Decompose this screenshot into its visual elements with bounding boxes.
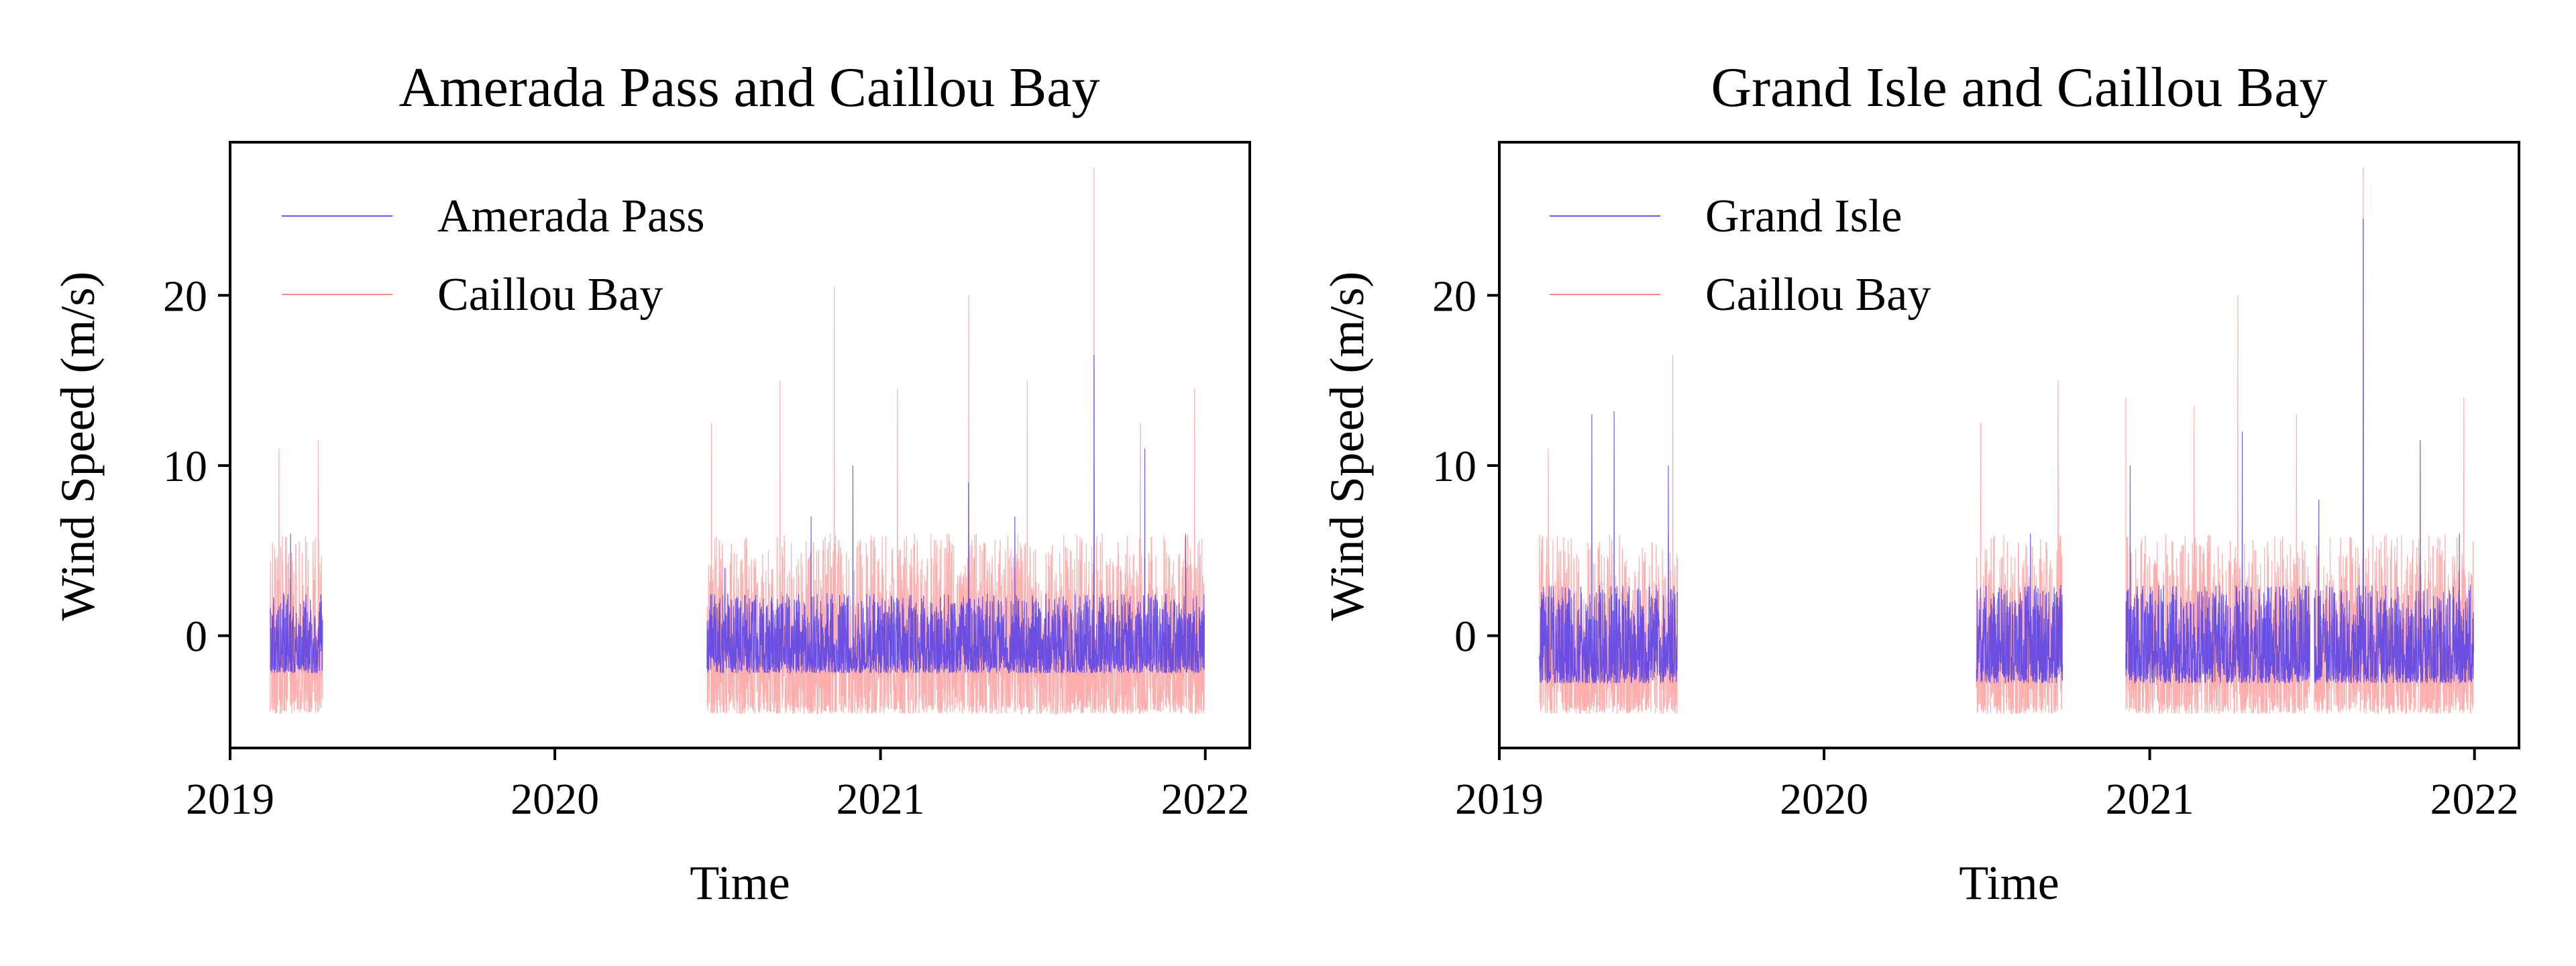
- chart-title: Amerada Pass and Caillou Bay: [398, 56, 1099, 119]
- y-tick-label: 20: [163, 272, 207, 321]
- y-axis-label: Wind Speed (m/s): [1320, 271, 1374, 621]
- x-tick-label: 2022: [2430, 775, 2519, 824]
- y-axis-label: Wind Speed (m/s): [51, 271, 105, 621]
- plot-area: 2019 2020 2021 2022 0 10 20 Amerada Pass Caillou…: [163, 167, 1250, 824]
- plot-area: 2019 2020 2021 2022 0 10 20 Grand Isle Caillou B…: [1432, 167, 2519, 824]
- x-tick-label: 2021: [837, 775, 925, 824]
- chart-right: Grand Isle and Caillou Bay 2019 2020 2021 2…: [1320, 56, 2520, 910]
- series-line-amerada-pass: [270, 355, 1205, 674]
- x-tick-label: 2022: [1161, 775, 1250, 824]
- x-axis-label: Time: [1959, 856, 2059, 910]
- y-tick-label: 10: [163, 442, 207, 491]
- chart-left: Amerada Pass and Caillou Bay 2019 2020 202…: [51, 56, 1251, 910]
- plot-frame: [1498, 141, 2520, 749]
- legend-label: Caillou Bay: [437, 269, 663, 321]
- series-line-caillou-bay: [1539, 167, 2474, 715]
- chart-title: Grand Isle and Caillou Bay: [1711, 56, 2327, 119]
- plot-frame: [229, 141, 1251, 749]
- legend-label: Amerada Pass: [437, 191, 705, 242]
- y-tick-label: 0: [1454, 612, 1477, 661]
- x-tick-label: 2019: [1455, 775, 1544, 824]
- series-line-grand-isle: [1539, 219, 2474, 684]
- x-tick-label: 2019: [186, 775, 274, 824]
- x-tick-label: 2020: [1780, 775, 1868, 824]
- legend-label: Grand Isle: [1705, 191, 1902, 242]
- y-tick-label: 0: [185, 612, 207, 661]
- x-tick-label: 2021: [2106, 775, 2194, 824]
- x-tick-label: 2020: [511, 775, 599, 824]
- y-tick-label: 20: [1432, 272, 1477, 321]
- legend-label: Caillou Bay: [1705, 269, 1931, 321]
- y-tick-label: 10: [1432, 442, 1477, 491]
- x-axis-label: Time: [690, 856, 790, 910]
